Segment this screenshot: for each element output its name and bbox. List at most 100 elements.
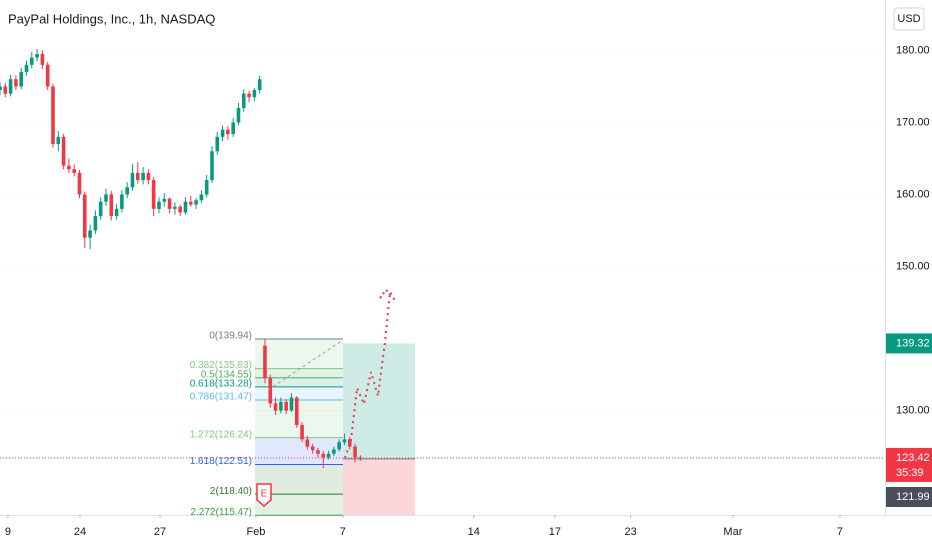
candle-body bbox=[93, 216, 98, 231]
fib-label: 2.272(115.47) bbox=[190, 507, 252, 518]
candle-body bbox=[279, 401, 283, 411]
candle-body bbox=[167, 198, 172, 209]
candle-body bbox=[305, 439, 310, 447]
candles bbox=[0, 48, 363, 469]
candle-body bbox=[24, 64, 29, 73]
candle-body bbox=[316, 450, 320, 454]
candle-body bbox=[178, 206, 182, 213]
candle-body bbox=[8, 79, 13, 94]
candle-body bbox=[294, 397, 299, 425]
fib-zone bbox=[255, 377, 343, 387]
fib-label: 1.618(122.51) bbox=[190, 456, 252, 467]
candle-body bbox=[130, 172, 135, 188]
candle-body bbox=[135, 172, 140, 181]
fib-label: 2(118.40) bbox=[210, 486, 252, 497]
countdown-label: 35:39 bbox=[896, 467, 924, 479]
candle-body bbox=[273, 403, 278, 411]
candle-body bbox=[188, 201, 193, 205]
fib-label: 0.382(135.83) bbox=[190, 360, 252, 371]
candle-body bbox=[210, 151, 214, 181]
other-price-label: 121.99 bbox=[896, 491, 930, 503]
candle-body bbox=[252, 90, 257, 98]
candle-body bbox=[51, 86, 55, 145]
candle-body bbox=[56, 136, 61, 145]
fib-zone bbox=[255, 368, 343, 378]
stop-zone bbox=[343, 458, 415, 515]
x-tick-label: 27 bbox=[154, 526, 166, 538]
y-tick-label: 170.00 bbox=[896, 116, 930, 128]
candle-body bbox=[29, 57, 34, 65]
earnings-label: E bbox=[261, 489, 268, 500]
candle-body bbox=[141, 172, 145, 181]
candle-body bbox=[3, 86, 8, 94]
candle-body bbox=[162, 198, 167, 202]
candle-body bbox=[241, 93, 246, 109]
candle-body bbox=[88, 230, 92, 238]
candle-body bbox=[284, 401, 288, 411]
candle-body bbox=[157, 201, 161, 209]
candle-body bbox=[151, 180, 156, 209]
candle-body bbox=[342, 439, 347, 443]
y-tick-label: 150.00 bbox=[896, 260, 930, 272]
candle-body bbox=[236, 108, 241, 123]
target-tag bbox=[886, 333, 932, 354]
candle-body bbox=[72, 169, 76, 173]
x-tick-label: 23 bbox=[625, 526, 637, 538]
forecast-arrow bbox=[379, 288, 393, 299]
candle-body bbox=[353, 446, 357, 458]
fib-label: 0.5(134.55) bbox=[201, 369, 252, 380]
candle-body bbox=[310, 446, 315, 451]
candle-body bbox=[220, 129, 225, 137]
candle-body bbox=[77, 172, 82, 195]
candle-body bbox=[109, 194, 114, 217]
candle-body bbox=[263, 345, 267, 379]
x-tick-label: 9 bbox=[5, 526, 11, 538]
candle-body bbox=[199, 194, 204, 201]
candle-body bbox=[337, 442, 341, 450]
x-tick-label: 24 bbox=[74, 526, 86, 538]
currency-button[interactable] bbox=[893, 7, 925, 31]
x-tick-label: Feb bbox=[246, 526, 265, 538]
x-tick-label: 7 bbox=[837, 526, 843, 538]
candle-body bbox=[146, 172, 151, 181]
candle-body bbox=[45, 64, 50, 87]
candle-body bbox=[289, 397, 294, 411]
candle-body bbox=[300, 424, 304, 440]
y-tick-label: 130.00 bbox=[896, 404, 930, 416]
forecast-path bbox=[344, 288, 397, 459]
candle-body bbox=[40, 54, 45, 65]
candle-body bbox=[194, 200, 198, 205]
x-tick-label: 7 bbox=[340, 526, 346, 538]
candle-body bbox=[231, 122, 235, 134]
x-tick-label: 14 bbox=[468, 526, 480, 538]
fib-zone bbox=[255, 399, 343, 438]
candle-body bbox=[82, 194, 87, 238]
axes: 180.00 170.00 160.00 150.00 130.00 9 24 27 Feb 7 1… bbox=[5, 44, 930, 538]
candle-body bbox=[183, 201, 188, 213]
last-price-label: 123.42 bbox=[896, 452, 930, 464]
fib-label: 0.786(131.47) bbox=[190, 392, 252, 403]
candle-body bbox=[61, 136, 66, 166]
candle-body bbox=[204, 180, 209, 195]
currency-label[interactable]: USD bbox=[897, 13, 920, 25]
candle-body bbox=[332, 449, 336, 454]
chart-title: PayPal Holdings, Inc., 1h, NASDAQ bbox=[8, 11, 215, 26]
last-price-tag bbox=[886, 447, 932, 482]
fib-zone bbox=[255, 386, 343, 400]
candle-body bbox=[215, 136, 220, 152]
fib-label: 0(139.94) bbox=[209, 331, 252, 342]
x-tick-label: Mar bbox=[723, 526, 742, 538]
candle-body bbox=[358, 457, 363, 459]
candle-body bbox=[326, 453, 331, 458]
candle-body bbox=[257, 79, 262, 91]
candle-body bbox=[120, 194, 124, 209]
y-tick-label: 160.00 bbox=[896, 188, 930, 200]
candle-body bbox=[268, 378, 273, 404]
candle-body bbox=[125, 187, 129, 195]
grid bbox=[0, 49, 885, 412]
fib-label: 1.272(126.24) bbox=[190, 429, 252, 440]
candle-body bbox=[173, 206, 177, 209]
candle-body bbox=[226, 129, 230, 134]
